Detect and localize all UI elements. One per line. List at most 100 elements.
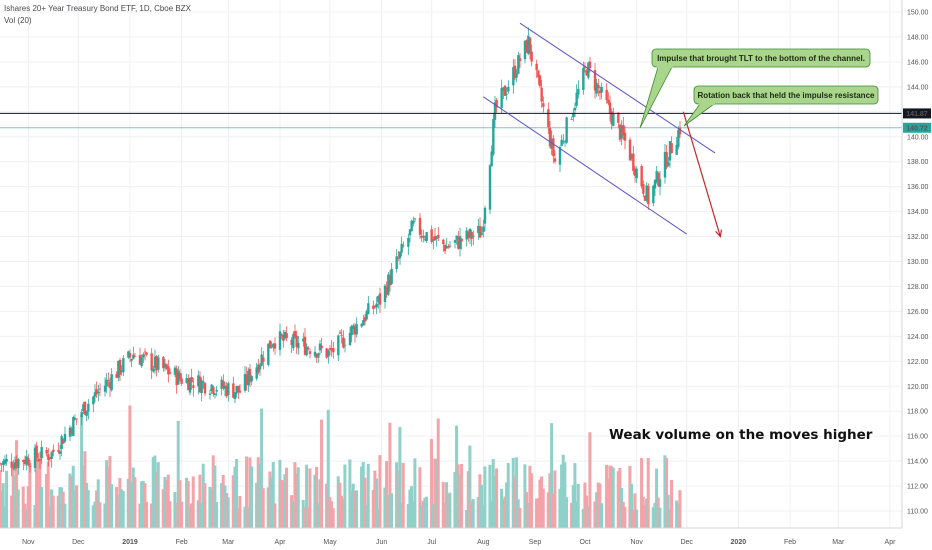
callout-text: Impulse that brought TLT to the bottom o… bbox=[657, 54, 865, 63]
volume-bar bbox=[425, 496, 429, 528]
candle-body bbox=[145, 352, 148, 355]
candle-body bbox=[283, 331, 287, 339]
volume-bar bbox=[331, 508, 335, 528]
candle-body bbox=[572, 113, 575, 118]
candle-body bbox=[10, 461, 13, 468]
candle-body bbox=[313, 351, 317, 357]
volume-bar bbox=[515, 457, 519, 528]
callout-seam bbox=[657, 65, 673, 68]
candle-body bbox=[273, 343, 277, 349]
candle-body bbox=[360, 323, 363, 327]
candle-body bbox=[142, 354, 145, 358]
candle-body bbox=[105, 379, 108, 387]
volume-bar bbox=[13, 475, 17, 528]
candle-body bbox=[620, 125, 623, 139]
candle-body bbox=[517, 55, 520, 74]
candle-body bbox=[192, 385, 195, 388]
volume-bar bbox=[663, 455, 667, 528]
price-tag-label: 141.87 bbox=[906, 111, 928, 118]
candle-body bbox=[633, 168, 637, 176]
volume-bar bbox=[470, 501, 474, 528]
candle-body bbox=[50, 451, 53, 459]
volume-bar bbox=[70, 476, 74, 528]
volume-bar bbox=[676, 503, 680, 528]
callout-seam bbox=[699, 102, 715, 105]
candle-body bbox=[348, 332, 352, 346]
callout-impulse: Impulse that brought TLT to the bottom o… bbox=[639, 48, 871, 129]
candles bbox=[0, 27, 682, 477]
candle-body bbox=[617, 112, 620, 123]
candle-body bbox=[597, 85, 600, 89]
volume-bar bbox=[565, 497, 569, 528]
candle-body bbox=[675, 144, 678, 155]
volume-bar bbox=[561, 454, 565, 528]
volume-bar bbox=[500, 488, 504, 528]
candle-body bbox=[442, 239, 445, 245]
candle-body bbox=[303, 336, 307, 355]
volume-bar bbox=[153, 455, 157, 528]
volume-bar bbox=[93, 501, 97, 528]
candle-body bbox=[628, 139, 632, 161]
x-tick-label: Jun bbox=[376, 539, 387, 546]
candle-body bbox=[407, 237, 410, 247]
candle-body bbox=[23, 459, 27, 464]
volume-bar bbox=[456, 464, 460, 528]
volume-bar bbox=[255, 482, 259, 528]
callout-pointer bbox=[683, 103, 716, 127]
volume-bar bbox=[516, 499, 520, 528]
volume-bar bbox=[540, 476, 544, 528]
volume-bar bbox=[243, 506, 247, 528]
volume-bar bbox=[361, 461, 365, 528]
candle-body bbox=[327, 350, 330, 357]
candle-body bbox=[38, 459, 42, 461]
volume-bar bbox=[325, 483, 329, 528]
candle-body bbox=[363, 317, 367, 322]
candle-body bbox=[353, 326, 357, 335]
candle-body bbox=[278, 331, 282, 350]
candle-body bbox=[375, 303, 378, 308]
candle-body bbox=[467, 232, 470, 239]
volume-bar bbox=[250, 466, 254, 528]
volume-bar bbox=[341, 498, 345, 528]
candle-body bbox=[223, 385, 227, 389]
y-tick-label: 138.00 bbox=[907, 159, 929, 166]
volume-bar bbox=[46, 461, 50, 528]
volume-bar bbox=[48, 506, 52, 528]
volume-bar bbox=[150, 503, 154, 528]
volume-bar bbox=[620, 487, 624, 528]
x-tick-label: Nov bbox=[630, 539, 643, 546]
volume-bar bbox=[233, 466, 237, 528]
volume-bar bbox=[523, 464, 527, 528]
volume-bar bbox=[320, 419, 324, 528]
volume-bar bbox=[330, 501, 334, 528]
volume-bar bbox=[238, 496, 242, 528]
candle-body bbox=[95, 389, 98, 395]
volume-bar bbox=[480, 484, 484, 528]
candle-body bbox=[237, 385, 240, 393]
candle-body bbox=[22, 460, 25, 463]
candle-body bbox=[610, 111, 613, 125]
candle-body bbox=[3, 459, 7, 464]
volume-bar bbox=[678, 490, 682, 528]
candle-body bbox=[387, 274, 390, 295]
candle-body bbox=[178, 372, 182, 379]
volume-bar bbox=[245, 456, 249, 528]
candle-body bbox=[210, 384, 213, 391]
volume-bar bbox=[273, 503, 277, 528]
volume-bar bbox=[436, 418, 440, 528]
candle-body bbox=[560, 139, 563, 146]
volume-bar bbox=[658, 507, 662, 528]
x-tick-label: Dec bbox=[72, 539, 85, 546]
candle-body bbox=[547, 109, 550, 128]
volume-bar bbox=[201, 463, 205, 528]
candle-body bbox=[583, 66, 587, 68]
volume-bar bbox=[493, 475, 497, 528]
volume-bar bbox=[68, 473, 72, 528]
volume-bar bbox=[196, 500, 200, 528]
candle-body bbox=[570, 119, 573, 121]
volume-bar bbox=[95, 490, 99, 528]
candle-body bbox=[47, 454, 50, 460]
volume-bar bbox=[256, 457, 260, 528]
